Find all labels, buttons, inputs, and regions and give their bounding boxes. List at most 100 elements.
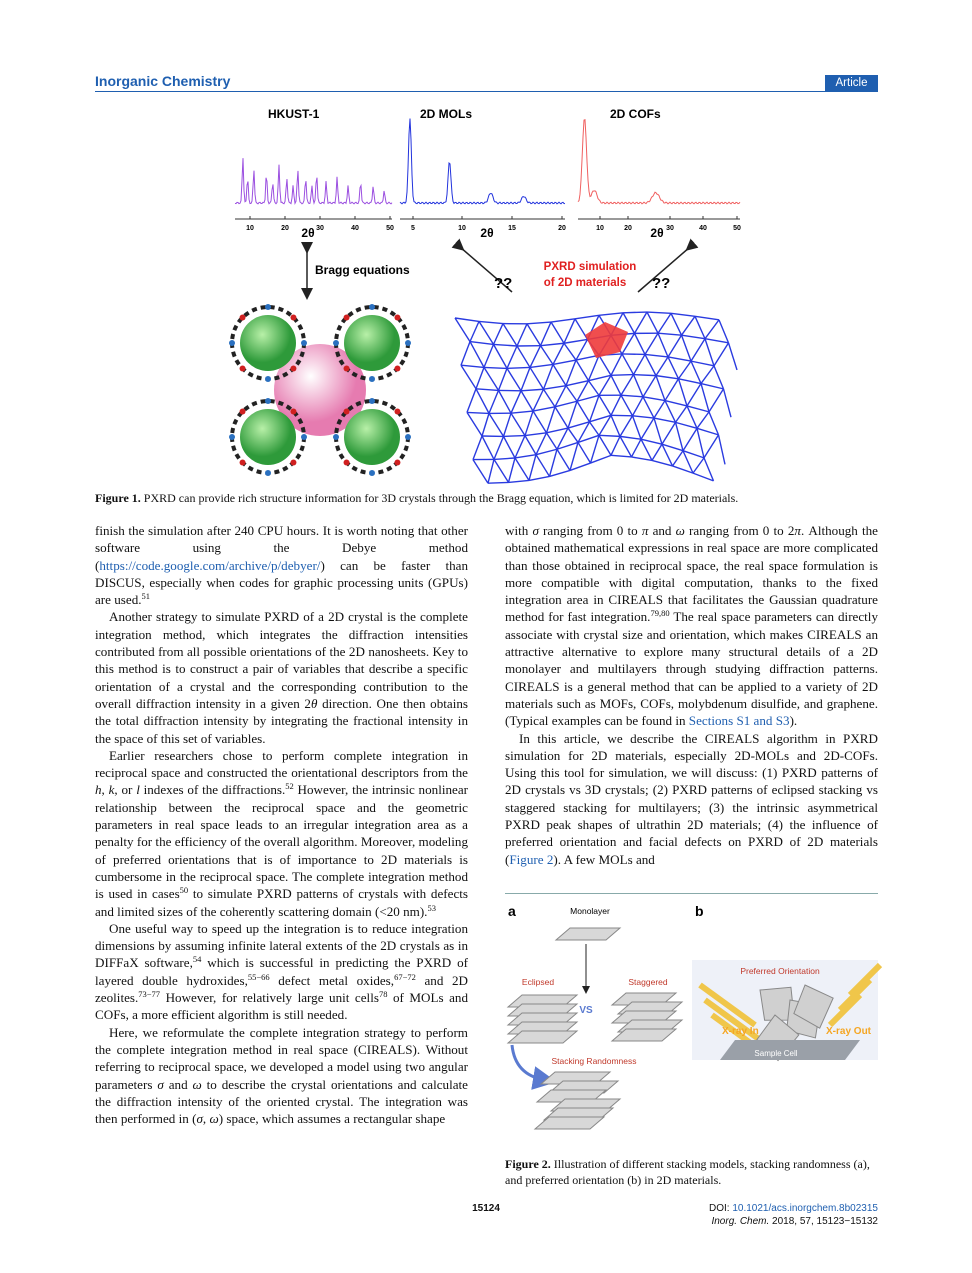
- bond: [640, 438, 653, 461]
- bond: [574, 318, 589, 340]
- figure-2-rule: [505, 893, 878, 894]
- bond: [713, 365, 725, 390]
- bond: [497, 368, 508, 391]
- header-rule: [95, 91, 878, 92]
- bond: [598, 312, 624, 317]
- cage: [240, 409, 296, 465]
- bond: [575, 339, 589, 361]
- atom: [394, 408, 401, 415]
- label: Monolayer: [570, 906, 610, 916]
- label: X-ray In: [722, 1026, 759, 1037]
- atom: [369, 376, 375, 382]
- atom: [343, 408, 350, 415]
- paragraph: Another strategy to simulate PXRD of a 2…: [95, 608, 468, 746]
- bond: [633, 373, 657, 377]
- bond: [569, 462, 591, 472]
- atom: [229, 340, 235, 346]
- text-run: 78: [378, 989, 388, 1000]
- atom: [301, 434, 307, 440]
- crystal: [793, 984, 834, 1029]
- text-run[interactable]: https://code.google.com/archive/p/debyer…: [99, 557, 321, 573]
- text-run[interactable]: 10.1021/acs.inorgchem.8b02315: [732, 1203, 878, 1214]
- atom: [265, 398, 271, 404]
- vs-label: VS: [579, 1005, 593, 1016]
- bond: [610, 415, 621, 437]
- bond: [554, 406, 569, 429]
- cage: [240, 315, 296, 371]
- bond: [529, 345, 542, 368]
- panel-title: 2D COFs: [610, 107, 661, 121]
- bond: [690, 360, 715, 367]
- atom: [343, 459, 350, 466]
- text-run: Here, we reformulate the complete integr…: [95, 1024, 468, 1092]
- bond: [661, 443, 674, 467]
- bond: [598, 434, 612, 456]
- bond: [542, 364, 554, 390]
- bond: [550, 321, 565, 344]
- axis-label: 2θ: [480, 226, 493, 240]
- bond: [646, 311, 672, 315]
- bond: [483, 367, 500, 391]
- text-run: direction. One then obtains the total di…: [95, 695, 468, 746]
- bond: [686, 383, 702, 407]
- bond: [690, 360, 702, 384]
- bond: [704, 319, 720, 340]
- text-run: ω: [209, 1111, 219, 1127]
- bond: [692, 457, 705, 474]
- bond: [588, 421, 600, 436]
- bond: [563, 318, 576, 344]
- tick-label: 5: [411, 225, 415, 232]
- bond: [610, 454, 632, 458]
- bond: [598, 434, 621, 438]
- bond: [460, 364, 477, 390]
- bond: [565, 385, 578, 402]
- bond: [680, 315, 696, 336]
- tick-label: 10: [246, 225, 254, 232]
- text-run: h: [95, 782, 102, 798]
- panel-title: HKUST-1: [268, 107, 320, 121]
- xray: [698, 982, 757, 1028]
- text-run[interactable]: Figure 2: [509, 851, 554, 867]
- atom: [405, 340, 411, 346]
- bond: [454, 317, 471, 342]
- bond: [535, 454, 551, 477]
- bond: [664, 400, 677, 423]
- text-run: and: [163, 1076, 193, 1092]
- text-run: ).: [789, 713, 798, 729]
- bond: [657, 332, 669, 358]
- text-run: Another strategy to simulate PXRD of a 2…: [95, 609, 468, 711]
- text-run: However, for relatively large unit cells: [160, 990, 379, 1006]
- bond: [542, 388, 556, 408]
- bond: [632, 415, 655, 419]
- bond: [488, 413, 505, 437]
- label: Preferred Orientation: [740, 966, 820, 976]
- bond: [700, 383, 710, 413]
- xray: [703, 997, 762, 1043]
- article-badge: Article: [825, 75, 878, 91]
- bond: [545, 432, 558, 450]
- text-run[interactable]: Sections S1 and S3: [688, 713, 790, 729]
- text-run: One useful way to speed up the integrati…: [95, 920, 468, 971]
- bond: [598, 414, 612, 436]
- bond: [576, 400, 591, 423]
- bond: [545, 406, 556, 434]
- bond: [502, 412, 512, 437]
- panel-letter: b: [695, 903, 704, 919]
- paragraph: finish the simulation after 240 CPU hour…: [95, 522, 468, 608]
- bond: [454, 317, 480, 323]
- tick-label: 40: [351, 225, 359, 232]
- bond: [502, 436, 516, 459]
- atom: [394, 314, 401, 321]
- bond: [510, 410, 534, 414]
- atom: [265, 376, 271, 382]
- bond: [610, 353, 623, 376]
- bond: [644, 353, 669, 358]
- simulation-label: PXRD simulation: [544, 261, 637, 273]
- text-run: defect metal oxides,: [269, 972, 395, 988]
- atom: [290, 365, 297, 372]
- bond: [622, 311, 648, 314]
- bond: [657, 312, 672, 334]
- bond: [520, 388, 544, 392]
- bond: [472, 459, 489, 484]
